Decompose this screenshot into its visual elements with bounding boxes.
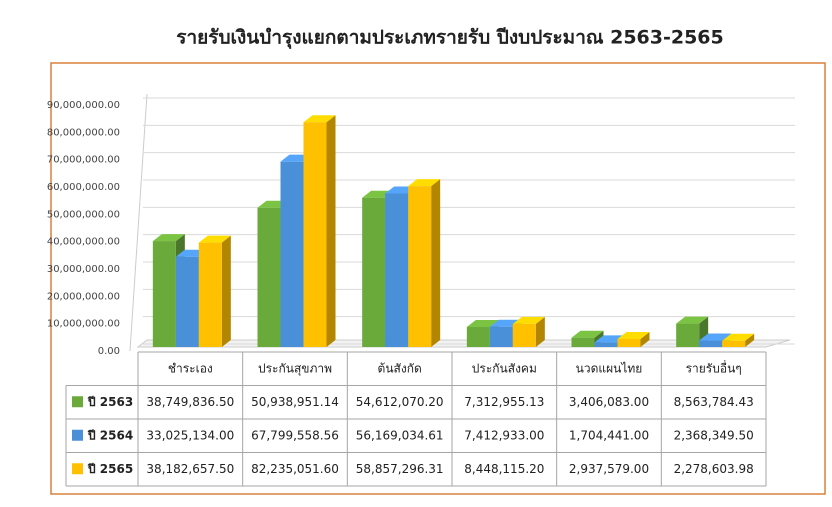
y-tick-label: 60,000,000.00 [47, 182, 120, 193]
y-tick-label: 20,000,000.00 [47, 291, 120, 302]
bar-front [175, 256, 199, 347]
y-tick-label: 50,000,000.00 [47, 209, 120, 220]
legend-swatch [72, 396, 83, 408]
bar-front [594, 342, 618, 347]
bar-front [198, 242, 222, 347]
x-tick-label: นวดแผนไทย [576, 361, 643, 375]
legend-label: ปี 2564 [87, 428, 133, 442]
table-cell: 8,563,784.43 [674, 395, 754, 409]
bar-side [326, 115, 336, 348]
table-cell: 3,406,083.00 [569, 395, 649, 409]
table-cell: 54,612,070.20 [356, 395, 444, 409]
bar-top [152, 234, 185, 242]
table-cell: 1,704,441.00 [569, 428, 649, 442]
bar-side [745, 333, 755, 347]
bar-top [722, 333, 755, 341]
table-cell: 56,169,034.61 [356, 428, 444, 442]
chart-frame [50, 62, 826, 495]
bar-top [571, 330, 604, 338]
bar-top [512, 316, 545, 324]
legend-label: ปี 2565 [87, 462, 133, 476]
bar-side [221, 235, 231, 347]
table-cell: 50,938,951.14 [251, 395, 339, 409]
x-tick-label: รายรับอื่นๆ [686, 359, 742, 375]
y-tick-label: 90,000,000.00 [47, 100, 120, 111]
legend-label: ปี 2563 [87, 395, 133, 409]
bar-front [512, 323, 536, 347]
legend-swatch [72, 463, 83, 475]
x-tick-label: ชำระเอง [168, 361, 213, 375]
chart-title: รายรับเงินบำรุงแยกตามประเภทรายรับ ปีงบปร… [176, 27, 724, 50]
table-cell: 33,025,134.00 [146, 428, 234, 442]
bar [303, 115, 336, 348]
bar-front [408, 186, 432, 347]
y-tick-label: 10,000,000.00 [47, 319, 120, 330]
bar-front [676, 323, 700, 347]
bar-front [257, 207, 281, 347]
bar [198, 235, 231, 347]
bar [722, 333, 755, 347]
y-tick-label: 30,000,000.00 [47, 264, 120, 275]
bar-front [489, 326, 513, 347]
bar-top [408, 179, 441, 187]
bar-side [535, 316, 545, 347]
bar-front [362, 197, 386, 347]
bar-top [303, 115, 336, 123]
y-tick-label: 70,000,000.00 [47, 155, 120, 166]
bar-side [431, 179, 441, 347]
bar-front [385, 193, 409, 347]
table-cell: 82,235,051.60 [251, 462, 339, 476]
y-tick-label: 80,000,000.00 [47, 127, 120, 138]
bar [617, 331, 650, 347]
table-cell: 7,312,955.13 [464, 395, 544, 409]
bar [512, 316, 545, 347]
table-cell: 38,182,657.50 [146, 462, 234, 476]
bar-front [303, 122, 327, 348]
bar-front [699, 340, 723, 347]
bar-top [676, 316, 709, 324]
bar-front [617, 338, 641, 347]
table-cell: 58,857,296.31 [356, 462, 444, 476]
bar-top [466, 320, 499, 328]
table-cell: 7,412,933.00 [464, 428, 544, 442]
bar-front [722, 340, 746, 347]
table-cell: 67,799,558.56 [251, 428, 339, 442]
table-cell: 38,749,836.50 [146, 395, 234, 409]
y-tick-label: 0.00 [98, 346, 120, 357]
table-cell: 2,278,603.98 [674, 462, 754, 476]
bar-front [466, 327, 490, 347]
bar-top [198, 235, 231, 243]
table-cell: 2,937,579.00 [569, 462, 649, 476]
x-tick-label: ประกันสุขภาพ [258, 361, 332, 376]
y-axis [129, 93, 148, 352]
legend-swatch [72, 429, 83, 441]
bar-top [617, 331, 650, 339]
bar-top [699, 333, 732, 341]
x-tick-label: ต้นสังกัด [378, 361, 422, 375]
y-tick-label: 40,000,000.00 [47, 237, 120, 248]
table-cell: 8,448,115.20 [464, 462, 544, 476]
bar [408, 179, 441, 347]
bar-front [152, 241, 176, 347]
table-cell: 2,368,349.50 [674, 428, 754, 442]
bar-front [280, 161, 304, 347]
x-tick-label: ประกันสังคม [472, 361, 537, 375]
bar-front [571, 337, 595, 347]
bar-side [640, 331, 650, 347]
